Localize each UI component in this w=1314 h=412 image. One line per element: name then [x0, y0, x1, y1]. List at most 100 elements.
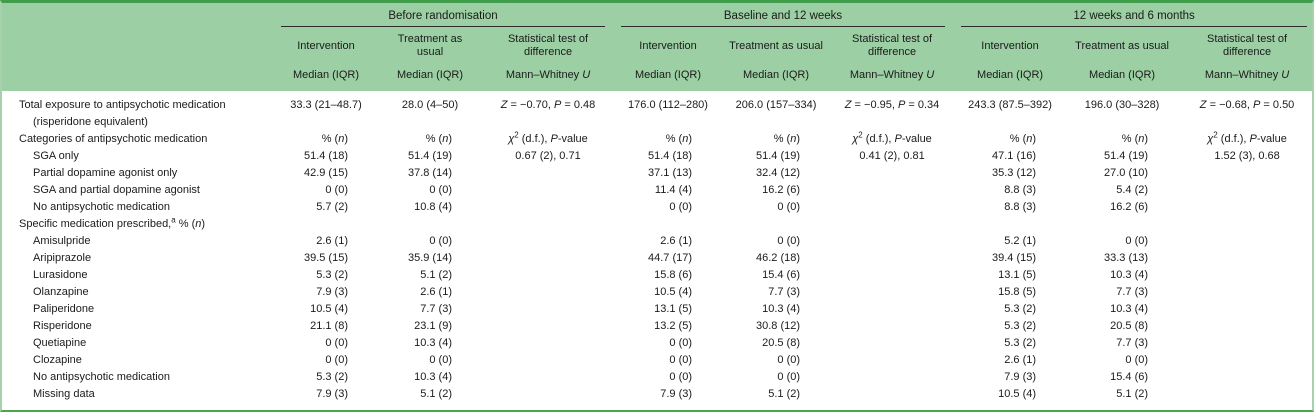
- value-cell: 5.3 (2): [1004, 303, 1037, 315]
- value-cell: 10.5 (4): [654, 286, 693, 298]
- row-label: Specific medication prescribed,a % (n): [19, 215, 206, 230]
- value-cell: 15.4 (6): [762, 269, 801, 281]
- value-cell: 10.8 (4): [414, 201, 452, 213]
- value-cell: 44.7 (17): [647, 252, 693, 264]
- value-cell: 37.1 (13): [647, 167, 693, 179]
- value-cell: 7.9 (3): [316, 388, 348, 400]
- value-cell: 10.3 (4): [1110, 269, 1149, 281]
- col-header-intervention: Intervention: [297, 39, 355, 52]
- stat-cell: [1178, 182, 1312, 199]
- value-cell: 0 (0): [429, 354, 452, 366]
- value-cell: 0 (0): [325, 337, 348, 349]
- stat-cell: [482, 301, 614, 318]
- table-row: Aripiprazole 39.5 (15) 35.9 (14) 44.7 (17) 4…: [2, 250, 1312, 267]
- value-cell: 10.5 (4): [998, 388, 1037, 400]
- value-cell: 35.9 (14): [407, 252, 452, 264]
- table-row: Clozapine 0 (0) 0 (0) 0 (0) 0 (0) 2.6 (1) 0 (0…: [2, 352, 1312, 369]
- stat-cell: [1178, 165, 1312, 182]
- value-cell: 42.9 (15): [303, 167, 348, 179]
- stat-cell: [482, 216, 614, 233]
- value-cell: % (n): [665, 133, 693, 145]
- value-cell: 196.0 (30–328): [1084, 99, 1160, 111]
- medication-table: Before randomisation Baseline and 12 wee…: [2, 3, 1312, 403]
- value-cell: 0 (0): [1125, 354, 1149, 366]
- group-header-row: Before randomisation Baseline and 12 wee…: [2, 3, 1312, 27]
- stat-cell: [1178, 199, 1312, 216]
- stat-cell: [830, 318, 954, 335]
- value-cell: 7.9 (3): [1004, 371, 1037, 383]
- value-cell: 5.3 (2): [316, 371, 348, 383]
- table-row: No antipsychotic medication 5.3 (2) 10.3 (…: [2, 369, 1312, 386]
- stat-cell: 1.52 (3), 0.68: [1214, 150, 1280, 162]
- value-cell: 206.0 (157–334): [735, 99, 817, 111]
- value-cell: 5.3 (2): [1004, 337, 1037, 349]
- stat-cell: 0.67 (2), 0.71: [515, 150, 581, 162]
- value-cell: 51.4 (18): [303, 150, 348, 162]
- value-cell: 7.7 (3): [1116, 286, 1149, 298]
- row-label: SGA and partial dopamine agonist: [33, 184, 200, 196]
- value-cell: 8.8 (3): [1004, 201, 1037, 213]
- row-label: Missing data: [33, 388, 95, 400]
- stat-cell: [830, 352, 954, 369]
- value-cell: 0 (0): [669, 371, 693, 383]
- value-cell: 27.0 (10): [1104, 167, 1149, 179]
- row-label: SGA only: [33, 150, 79, 162]
- corner-cell: [2, 27, 274, 64]
- row-label: Risperidone: [33, 320, 92, 332]
- value-cell: 51.4 (19): [755, 150, 801, 162]
- table-row: No antipsychotic medication 5.7 (2) 10.8 (…: [2, 199, 1312, 216]
- table-header: Before randomisation Baseline and 12 wee…: [2, 3, 1312, 91]
- value-cell: 5.1 (2): [768, 388, 801, 400]
- value-cell: 10.3 (4): [414, 371, 452, 383]
- column-header-row: Intervention Treatment as usual Statisti…: [2, 27, 1312, 64]
- measure-header-median: Median (IQR): [977, 69, 1044, 81]
- value-cell: 13.2 (5): [654, 320, 693, 332]
- value-cell: 11.4 (4): [654, 184, 693, 196]
- value-cell: 2.6 (1): [660, 235, 693, 247]
- value-cell: 28.0 (4–50): [401, 99, 459, 111]
- value-cell: 23.1 (9): [414, 320, 452, 332]
- value-cell: 5.1 (2): [420, 269, 452, 281]
- table-row: Categories of antipsychotic medication % …: [2, 131, 1312, 148]
- measure-header-median: Median (IQR): [292, 69, 360, 81]
- corner-cell: [2, 3, 274, 27]
- group-header-12-weeks-6-months: 12 weeks and 6 months: [954, 3, 1312, 27]
- measure-header-median: Median (IQR): [743, 69, 810, 81]
- value-cell: 0 (0): [777, 371, 801, 383]
- table-row: Risperidone 21.1 (8) 23.1 (9) 13.2 (5) 30.8 …: [2, 318, 1312, 335]
- value-cell: 35.3 (12): [992, 167, 1037, 179]
- stat-cell: [830, 182, 954, 199]
- value-cell: 0 (0): [669, 337, 693, 349]
- table-row: Lurasidone 5.3 (2) 5.1 (2) 15.8 (6) 15.4 (6)…: [2, 267, 1312, 284]
- stat-cell: [830, 199, 954, 216]
- col-header-intervention: Intervention: [981, 39, 1039, 52]
- row-label-second-line: (risperidone equivalent): [33, 116, 148, 128]
- value-cell: 5.3 (2): [1004, 320, 1037, 332]
- value-cell: 16.2 (6): [1110, 201, 1149, 213]
- corner-cell: [2, 64, 274, 91]
- value-cell: % (n): [1121, 133, 1149, 145]
- measure-header-median: Median (IQR): [1089, 69, 1156, 81]
- value-cell: [722, 216, 830, 233]
- table-row: Missing data 7.9 (3) 5.1 (2) 7.9 (3) 5.1 (2)…: [2, 386, 1312, 403]
- stat-cell: [482, 352, 614, 369]
- stat-cell: [1178, 216, 1312, 233]
- value-cell: 21.1 (8): [310, 320, 348, 332]
- row-label: No antipsychotic medication: [33, 201, 170, 213]
- value-cell: 30.8 (12): [755, 320, 801, 332]
- stat-cell: [482, 386, 614, 403]
- value-cell: 10.3 (4): [1110, 303, 1149, 315]
- stat-cell: [482, 335, 614, 352]
- value-cell: 32.4 (12): [755, 167, 801, 179]
- stat-cell: [1178, 386, 1312, 403]
- col-header-stat-test: Statistical test of difference: [1207, 33, 1288, 58]
- stat-cell: Z = −0.95, P = 0.34: [844, 99, 940, 111]
- value-cell: 51.4 (18): [647, 150, 693, 162]
- stat-cell: 0.41 (2), 0.81: [859, 150, 925, 162]
- table-row: Quetiapine 0 (0) 10.3 (4) 0 (0) 20.5 (8) 5.3 …: [2, 335, 1312, 352]
- stat-cell: Z = −0.70, P = 0.48: [500, 99, 596, 111]
- stat-cell: [1178, 369, 1312, 386]
- value-cell: 39.5 (15): [303, 252, 348, 264]
- stat-cell: [1178, 233, 1312, 250]
